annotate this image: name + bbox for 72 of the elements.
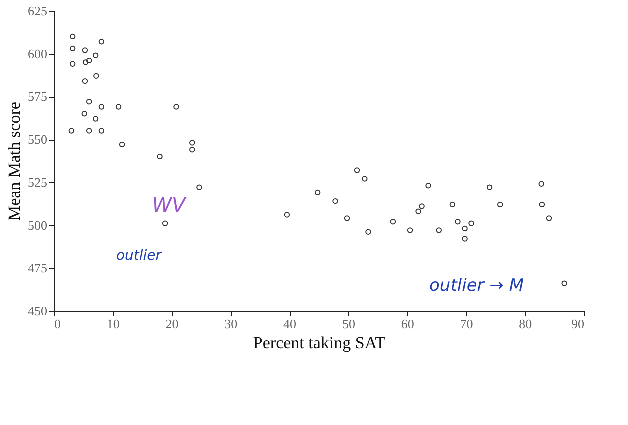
point [332,198,338,204]
point [196,184,202,190]
point [362,176,368,182]
point [498,202,504,208]
annotation: outlier → M [430,276,524,296]
point [82,78,88,84]
point [390,219,396,225]
point [538,181,544,187]
x-tick-label: 60 [401,316,414,332]
x-tick-label: 80 [519,316,532,332]
point [82,111,88,117]
point [546,216,552,222]
point [98,104,105,110]
point [314,190,321,196]
point [190,140,196,146]
x-tick-label: 90 [572,316,584,332]
y-axis-title: Mean Math score [5,102,24,221]
annotation: WV [152,193,188,217]
point [562,280,568,286]
x-axis-title: Percent taking SAT [253,334,386,352]
annotation: outlier [116,248,163,264]
point [162,220,168,226]
x-tick-label: 10 [106,316,120,332]
point [94,73,100,79]
point [86,128,92,134]
point [82,60,89,66]
y-tick-label: 450 [28,304,48,318]
y-tick-label: 600 [28,46,48,62]
point [462,226,468,232]
point [70,61,76,67]
point [407,228,414,234]
point [416,208,422,214]
y-tick-label: 525 [28,174,48,190]
point [486,184,493,190]
y-tick-label: 475 [28,260,48,276]
x-tick-label: 0 [54,316,61,332]
point [455,219,461,225]
point [344,216,350,222]
point [419,204,425,210]
point [92,116,99,122]
y-tick-label: 550 [28,132,48,148]
y-tick-label: 500 [28,218,48,233]
point [190,147,196,153]
point [98,39,105,45]
point [157,154,163,160]
point [436,228,442,234]
y-tick-label: 625 [28,4,48,18]
point [92,52,99,58]
point [284,212,290,218]
point [468,220,474,226]
point [70,46,76,52]
x-tick-label: 50 [342,316,356,332]
point [86,58,92,64]
point [366,229,372,235]
point [98,128,105,134]
point [68,128,75,134]
point [539,202,546,208]
point [116,104,122,110]
point [70,34,76,40]
point [426,183,432,189]
y-tick-label: 575 [28,89,48,104]
point [354,168,360,174]
point [174,104,180,110]
x-tick-label: 40 [284,316,297,332]
point [119,142,126,148]
point [450,202,456,208]
x-tick-label: 20 [166,316,179,332]
point [462,236,468,242]
x-tick-label: 30 [224,316,238,332]
point [82,48,88,54]
point [86,99,92,105]
x-tick-label: 70 [460,316,474,332]
